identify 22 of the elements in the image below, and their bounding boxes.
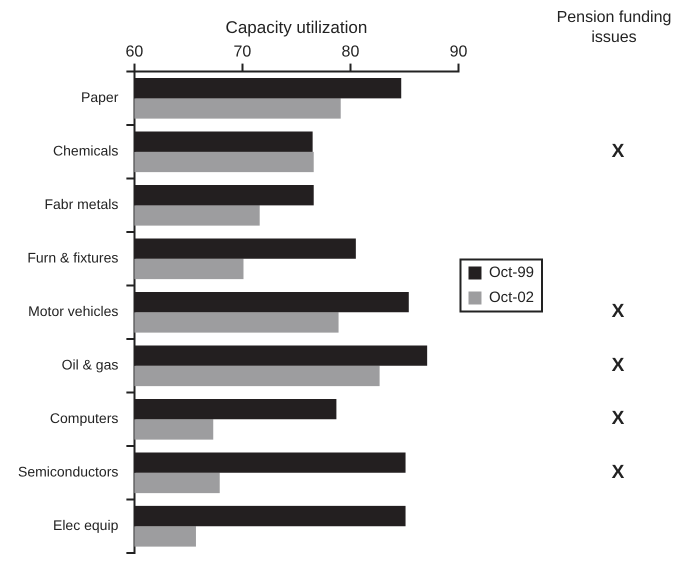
y-tick-label: Oil & gas: [62, 356, 118, 373]
y-tick-label: Computers: [50, 410, 118, 426]
y-tick-label: Fabr metals: [44, 196, 118, 212]
text: X: [612, 301, 624, 322]
text: Pension funding issues: [556, 8, 672, 48]
x-axis-title: Capacity utilization: [226, 18, 368, 37]
y-tick-label: Paper: [81, 89, 119, 106]
y-tick-label: Elec equip: [52, 517, 119, 534]
x-tick-label: 70: [234, 43, 252, 60]
y-tick-label: Chemicals: [53, 142, 118, 159]
y-tick-label: Motor vehicles: [28, 303, 118, 320]
x-tick-label: 90: [450, 43, 468, 60]
text: X: [612, 354, 624, 376]
y-tick-label: Furn & fixtures: [27, 250, 118, 266]
legend-label: Oct-99: [488, 264, 534, 282]
text: X: [612, 462, 624, 483]
text: X: [612, 140, 624, 162]
x-tick-label: 60: [125, 43, 144, 60]
x-tick-label: 80: [342, 43, 360, 60]
text: X: [612, 408, 624, 430]
legend-label: Oct-02: [488, 289, 534, 306]
y-tick-label: Semiconductors: [18, 464, 118, 480]
